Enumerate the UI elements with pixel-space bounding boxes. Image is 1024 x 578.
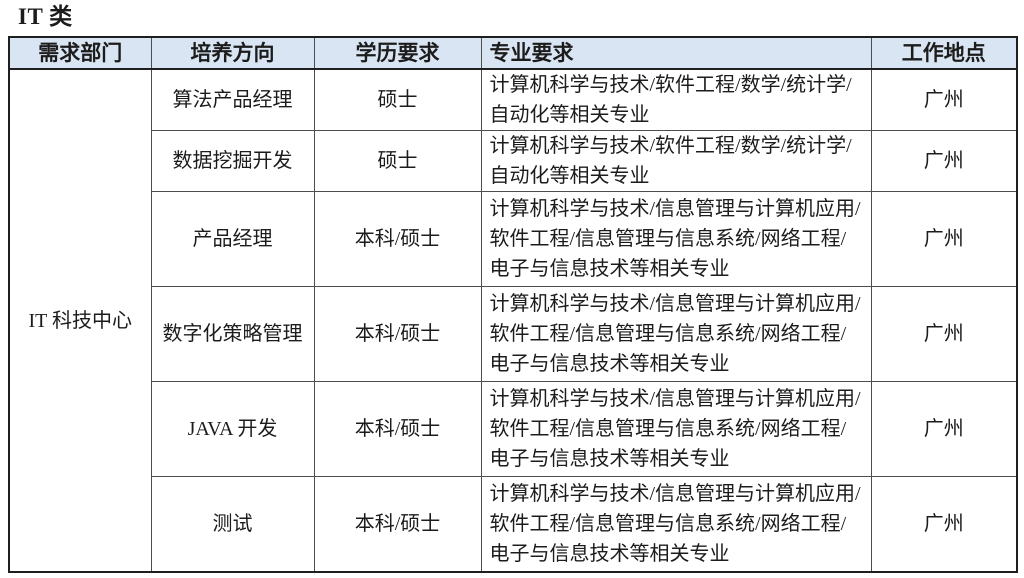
majors-cell: 计算机科学与技术/软件工程/数学/统计学/自动化等相关专业: [480, 130, 872, 192]
column-header-direction: 培养方向: [150, 36, 315, 70]
location-cell: 广州: [870, 191, 1018, 287]
column-header-degree: 学历要求: [313, 36, 482, 70]
column-header-department: 需求部门: [8, 36, 152, 70]
location-cell: 广州: [870, 476, 1018, 573]
table-row: 测试 本科/硕士 计算机科学与技术/信息管理与计算机应用/软件工程/信息管理与信…: [9, 476, 1018, 573]
direction-cell: 产品经理: [150, 191, 315, 287]
table-header-row: 需求部门 培养方向 学历要求 专业要求 工作地点: [8, 36, 1018, 70]
location-cell: 广州: [870, 130, 1018, 192]
department-cell: IT 科技中心: [8, 68, 152, 573]
column-header-location: 工作地点: [870, 36, 1018, 70]
page-title: IT 类: [18, 4, 73, 29]
degree-cell: 本科/硕士: [313, 381, 482, 477]
location-cell: 广州: [870, 381, 1018, 477]
degree-cell: 本科/硕士: [313, 286, 482, 382]
location-cell: 广州: [870, 286, 1018, 382]
direction-cell: JAVA 开发: [150, 381, 315, 477]
degree-cell: 本科/硕士: [313, 191, 482, 287]
column-header-majors: 专业要求: [480, 36, 872, 70]
majors-cell: 计算机科学与技术/信息管理与计算机应用/软件工程/信息管理与信息系统/网络工程/…: [480, 286, 872, 382]
table-row: 数据挖掘开发 硕士 计算机科学与技术/软件工程/数学/统计学/自动化等相关专业 …: [9, 130, 1018, 192]
direction-cell: 数字化策略管理: [150, 286, 315, 382]
table-row: 数字化策略管理 本科/硕士 计算机科学与技术/信息管理与计算机应用/软件工程/信…: [9, 286, 1018, 382]
majors-cell: 计算机科学与技术/信息管理与计算机应用/软件工程/信息管理与信息系统/网络工程/…: [480, 381, 872, 477]
direction-cell: 测试: [150, 476, 315, 573]
degree-cell: 硕士: [313, 130, 482, 192]
majors-cell: 计算机科学与技术/软件工程/数学/统计学/自动化等相关专业: [480, 68, 872, 131]
majors-cell: 计算机科学与技术/信息管理与计算机应用/软件工程/信息管理与信息系统/网络工程/…: [480, 191, 872, 287]
direction-cell: 数据挖掘开发: [150, 130, 315, 192]
direction-cell: 算法产品经理: [150, 68, 315, 131]
degree-cell: 本科/硕士: [313, 476, 482, 573]
table-row: JAVA 开发 本科/硕士 计算机科学与技术/信息管理与计算机应用/软件工程/信…: [9, 381, 1018, 477]
table-row: 产品经理 本科/硕士 计算机科学与技术/信息管理与计算机应用/软件工程/信息管理…: [9, 191, 1018, 287]
recruitment-table: 需求部门 培养方向 学历要求 专业要求 工作地点 IT 科技中心 算法产品经理 …: [8, 36, 1018, 573]
degree-cell: 硕士: [313, 68, 482, 131]
location-cell: 广州: [870, 68, 1018, 131]
majors-cell: 计算机科学与技术/信息管理与计算机应用/软件工程/信息管理与信息系统/网络工程/…: [480, 476, 872, 573]
table-row: IT 科技中心 算法产品经理 硕士 计算机科学与技术/软件工程/数学/统计学/自…: [8, 68, 1018, 573]
